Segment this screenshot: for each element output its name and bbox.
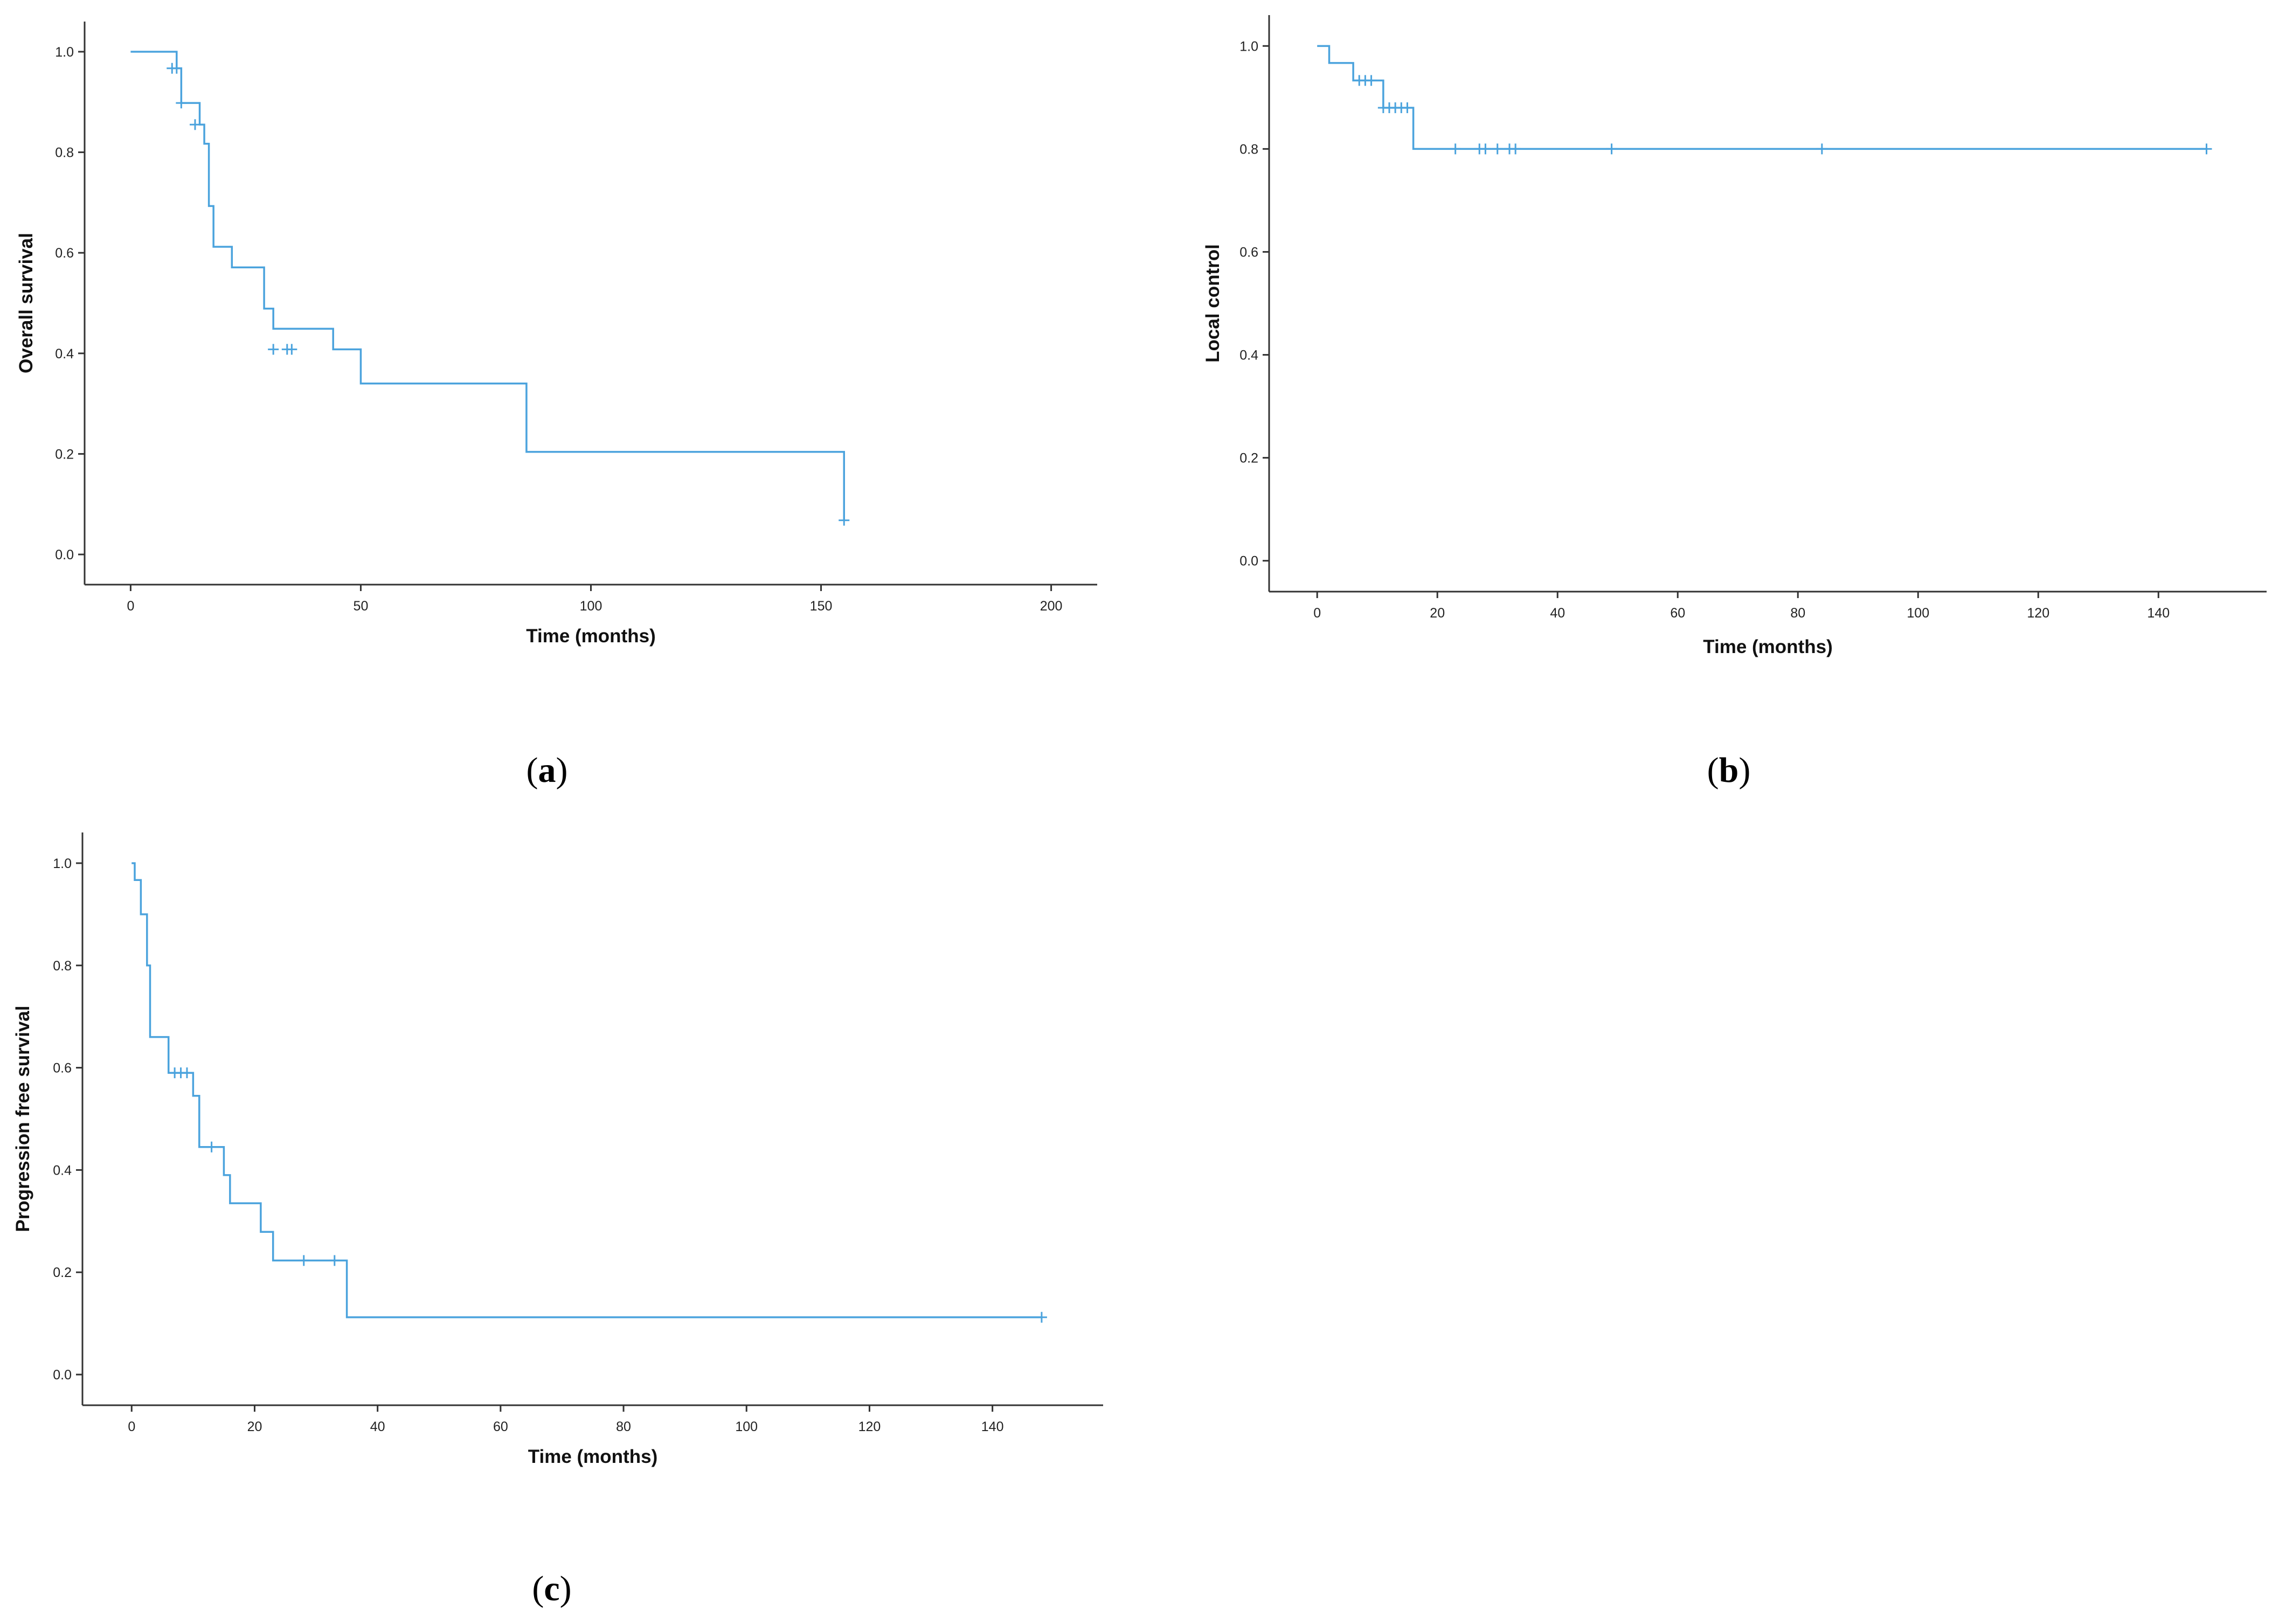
panel-c-y-tick-label: 1.0 (53, 856, 72, 871)
panel-a-x-tick-label: 0 (127, 599, 134, 614)
panel-c-km-curve (131, 862, 1042, 1318)
panel-b-censor-mark (1480, 143, 1491, 155)
panel-a-km-curve (130, 51, 845, 520)
panel-b-x-tick-label: 40 (1550, 606, 1565, 621)
panel-c-x-tick-label: 120 (858, 1419, 881, 1434)
panel-a-x-tick-label: 50 (354, 599, 369, 614)
panel-a-chart: (a) 0.0 0.2 0.4 0.6 0.8 1.0 0 50 100 150 200 Time (… (16, 22, 1097, 790)
panel-c-y-tick-label: 0.8 (53, 959, 72, 974)
panel-b-y-tick-label: 0.4 (1239, 348, 1258, 363)
panel-a-label: (a) (527, 751, 568, 790)
panel-a-x-tick-label: 200 (1040, 599, 1063, 614)
panel-b-y-tick-label: 1.0 (1239, 39, 1258, 54)
panel-c-y-tick-label: 0.4 (53, 1163, 72, 1178)
panel-c-x-tick-label: 20 (247, 1419, 262, 1434)
panel-c-censor-mark (181, 1067, 192, 1079)
panel-c-x-axis-title: Time (months) (528, 1446, 657, 1467)
panel-b-x-tick-label: 120 (2027, 606, 2049, 621)
panel-a-y-tick-label: 0.0 (55, 547, 74, 563)
panel-c-censor-mark (206, 1141, 217, 1153)
panel-a-censor-mark (176, 98, 187, 109)
panel-b-x-tick-label: 140 (2147, 606, 2170, 621)
panel-a-letter: a (538, 751, 556, 790)
panel-b-censor-mark (1816, 143, 1827, 155)
panel-b-censor-mark (1606, 143, 1617, 155)
panel-c-x-tick-label: 140 (981, 1419, 1004, 1434)
panel-a-censor-mark (171, 63, 182, 74)
panel-a-censor-mark (839, 515, 850, 526)
panel-c-x-tick-label: 40 (370, 1419, 385, 1434)
panel-b-x-tick-label: 80 (1790, 606, 1805, 621)
panel-b-x-axis-title: Time (months) (1703, 636, 1832, 657)
panel-c-y-axis-title: Progression free survival (12, 1005, 33, 1232)
panel-a-x-tick-label: 100 (580, 599, 602, 614)
panel-b-x-tick-label: 20 (1430, 606, 1445, 621)
panel-b-censor-mark (1492, 143, 1503, 155)
panel-b-y-tick-label: 0.6 (1239, 245, 1258, 260)
panel-b-censor-mark (2201, 143, 2212, 155)
panel-a-x-tick-label: 150 (810, 599, 833, 614)
panel-a-y-tick-label: 0.2 (55, 447, 74, 462)
panel-b-censor-mark (1510, 143, 1521, 155)
panel-b-y-axis-title: Local control (1202, 244, 1223, 363)
panel-b-censor-mark (1366, 75, 1377, 86)
panel-a-y-tick-label: 1.0 (55, 45, 74, 60)
panel-b-x-tick-label: 60 (1670, 606, 1685, 621)
panel-c-censor-mark (298, 1255, 309, 1266)
panel-a-censor-mark (189, 119, 200, 130)
panel-c-y-tick-label: 0.0 (53, 1368, 72, 1383)
panel-c-x-tick-label: 0 (128, 1419, 135, 1434)
panel-b-y-tick-label: 0.2 (1239, 451, 1258, 466)
panel-a-censor-mark (286, 344, 297, 355)
panel-b-x-tick-label: 100 (1907, 606, 1929, 621)
panel-c-y-tick-label: 0.6 (53, 1061, 72, 1076)
panel-b-chart: (b) 0.0 0.2 0.4 0.6 0.8 1.0 0 20 40 60 80 100 120 140… (1202, 15, 2267, 790)
panel-c-chart: (c) 0.0 0.2 0.4 0.6 0.8 1.0 0 20 40 60 80 100 120 140… (12, 832, 1103, 1608)
panel-b-censor-mark (1450, 143, 1461, 155)
panel-c-x-tick-label: 60 (493, 1419, 508, 1434)
panel-b-y-tick-label: 0.8 (1239, 142, 1258, 157)
panel-b-x-tick-label: 0 (1313, 606, 1321, 621)
panel-a-y-axis-title: Overall survival (16, 233, 37, 373)
panel-c-label: (c) (532, 1569, 571, 1608)
panel-b-km-curve (1317, 45, 2207, 150)
panel-a-x-axis-title: Time (months) (526, 626, 655, 647)
panel-c-x-tick-label: 80 (616, 1419, 631, 1434)
panel-c-x-tick-label: 100 (735, 1419, 758, 1434)
panel-a-censor-mark (268, 344, 279, 355)
panel-c-letter: c (544, 1569, 559, 1608)
panel-b-label: (b) (1707, 751, 1751, 790)
panel-b-letter: b (1719, 751, 1739, 790)
panel-b-y-tick-label: 0.0 (1239, 554, 1258, 569)
panel-a-y-tick-label: 0.8 (55, 145, 74, 161)
panel-c-censor-mark (1036, 1311, 1047, 1323)
panel-c-y-tick-label: 0.2 (53, 1265, 72, 1280)
panel-a-y-tick-label: 0.4 (55, 346, 74, 362)
panel-c-censor-mark (329, 1255, 340, 1266)
panel-a-y-tick-label: 0.6 (55, 246, 74, 261)
panel-b-censor-mark (1402, 102, 1413, 113)
